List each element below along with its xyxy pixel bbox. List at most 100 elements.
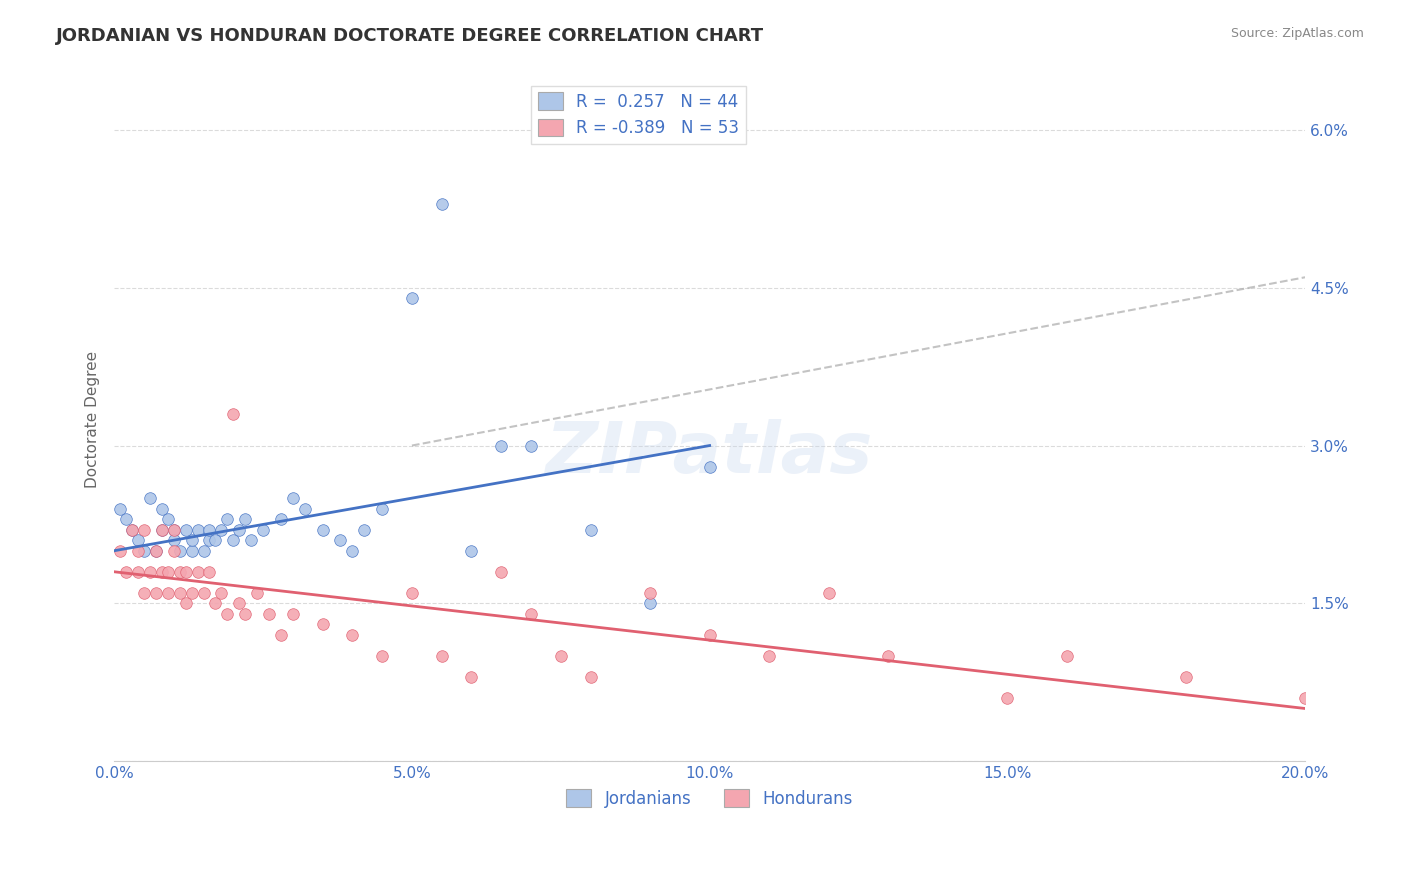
Point xyxy=(294,501,316,516)
Point xyxy=(139,565,162,579)
Point xyxy=(877,648,900,663)
Point xyxy=(329,533,352,548)
Point xyxy=(127,533,149,548)
Point xyxy=(228,596,250,610)
Text: JORDANIAN VS HONDURAN DOCTORATE DEGREE CORRELATION CHART: JORDANIAN VS HONDURAN DOCTORATE DEGREE C… xyxy=(56,27,765,45)
Point xyxy=(430,196,453,211)
Point xyxy=(145,586,167,600)
Point xyxy=(371,501,394,516)
Point xyxy=(163,523,186,537)
Point xyxy=(281,491,304,505)
Point xyxy=(460,543,482,558)
Point xyxy=(204,596,226,610)
Point xyxy=(520,607,543,621)
Point xyxy=(311,523,333,537)
Point xyxy=(252,523,274,537)
Point xyxy=(115,512,138,526)
Point xyxy=(169,565,191,579)
Point xyxy=(353,523,375,537)
Point xyxy=(163,533,186,548)
Point xyxy=(150,501,173,516)
Point xyxy=(156,512,179,526)
Point xyxy=(198,565,221,579)
Point xyxy=(187,523,209,537)
Point xyxy=(198,533,221,548)
Point xyxy=(121,523,143,537)
Point xyxy=(198,523,221,537)
Point xyxy=(699,459,721,474)
Point xyxy=(127,543,149,558)
Point xyxy=(1175,670,1198,684)
Point xyxy=(145,543,167,558)
Point xyxy=(187,565,209,579)
Point xyxy=(222,533,245,548)
Legend: Jordanians, Hondurans: Jordanians, Hondurans xyxy=(560,783,860,814)
Point xyxy=(270,512,292,526)
Point xyxy=(204,533,226,548)
Point xyxy=(139,491,162,505)
Point xyxy=(209,586,232,600)
Point xyxy=(758,648,780,663)
Point xyxy=(163,523,186,537)
Point xyxy=(257,607,280,621)
Point xyxy=(174,523,197,537)
Point xyxy=(270,628,292,642)
Point xyxy=(489,438,512,452)
Text: ZIPatlas: ZIPatlas xyxy=(546,419,873,488)
Point xyxy=(132,543,155,558)
Point xyxy=(430,648,453,663)
Point xyxy=(156,565,179,579)
Point xyxy=(132,586,155,600)
Point xyxy=(240,533,263,548)
Point xyxy=(169,543,191,558)
Point xyxy=(163,543,186,558)
Point xyxy=(638,596,661,610)
Point xyxy=(579,523,602,537)
Point xyxy=(520,438,543,452)
Point xyxy=(121,523,143,537)
Point xyxy=(401,291,423,305)
Point xyxy=(817,586,839,600)
Point xyxy=(1056,648,1078,663)
Point xyxy=(150,523,173,537)
Point xyxy=(193,543,215,558)
Point xyxy=(342,628,364,642)
Point xyxy=(180,533,202,548)
Point xyxy=(550,648,572,663)
Point xyxy=(108,543,131,558)
Point xyxy=(1294,690,1316,705)
Point xyxy=(342,543,364,558)
Point xyxy=(228,523,250,537)
Point xyxy=(217,607,239,621)
Point xyxy=(638,586,661,600)
Point xyxy=(174,565,197,579)
Point xyxy=(174,596,197,610)
Point xyxy=(150,523,173,537)
Point xyxy=(169,586,191,600)
Text: Source: ZipAtlas.com: Source: ZipAtlas.com xyxy=(1230,27,1364,40)
Point xyxy=(193,586,215,600)
Point xyxy=(371,648,394,663)
Point xyxy=(222,407,245,421)
Point xyxy=(281,607,304,621)
Point xyxy=(233,607,256,621)
Point xyxy=(489,565,512,579)
Point xyxy=(579,670,602,684)
Point xyxy=(699,628,721,642)
Point xyxy=(209,523,232,537)
Point xyxy=(217,512,239,526)
Point xyxy=(150,565,173,579)
Point xyxy=(115,565,138,579)
Point xyxy=(311,617,333,632)
Point xyxy=(180,586,202,600)
Point xyxy=(246,586,269,600)
Point xyxy=(108,501,131,516)
Point xyxy=(145,543,167,558)
Point xyxy=(460,670,482,684)
Y-axis label: Doctorate Degree: Doctorate Degree xyxy=(86,351,100,488)
Point xyxy=(401,586,423,600)
Point xyxy=(132,523,155,537)
Point xyxy=(233,512,256,526)
Point xyxy=(180,543,202,558)
Point xyxy=(127,565,149,579)
